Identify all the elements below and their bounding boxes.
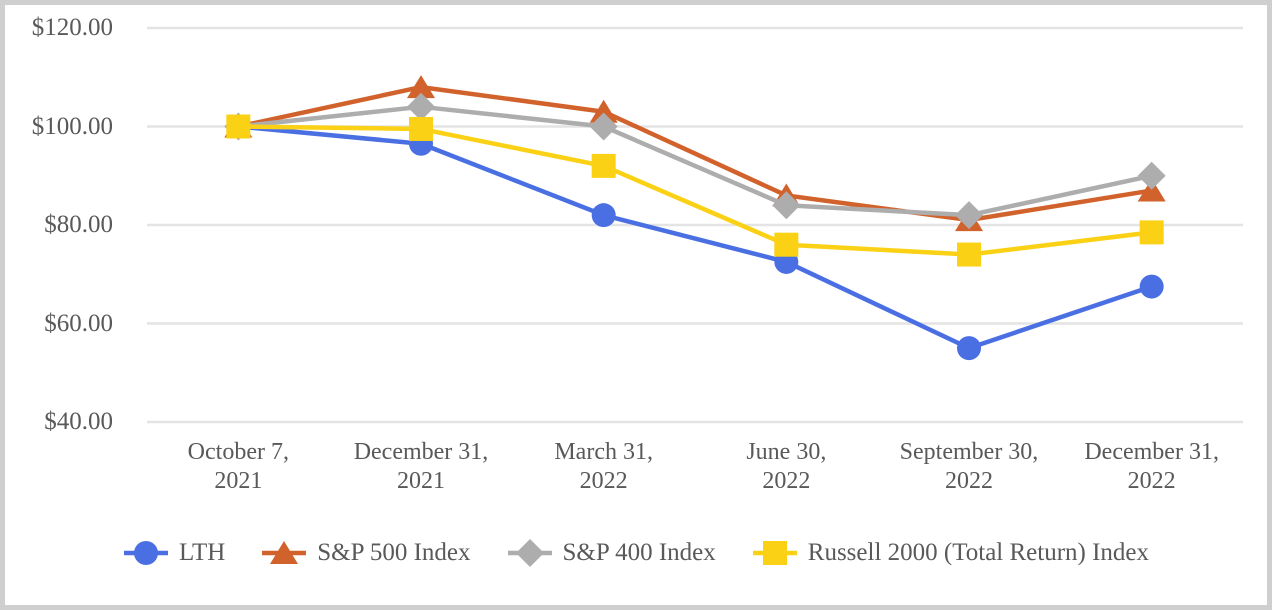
legend-diamond-icon <box>507 539 552 567</box>
legend-label-russell-2000-total-return-index: Russell 2000 (Total Return) Index <box>807 539 1150 566</box>
series-line-russell-2000-total-return-index <box>236 124 1154 257</box>
y-tick-label: $100.00 <box>31 112 113 140</box>
x-tick-label: December 31, 2021 <box>353 439 489 494</box>
series-lth <box>226 114 1164 361</box>
y-tick-label: $40.00 <box>44 408 113 435</box>
x-tick-label: September 30, 2022 <box>899 439 1039 494</box>
x-tick-label: December 31, 2022 <box>1084 439 1219 494</box>
legend-item-s-p-400-index: S&P 400 Index <box>507 537 716 569</box>
data-point-s-p-400-index <box>1137 161 1166 190</box>
series-russell-2000-total-return-index <box>226 114 1164 267</box>
legend-marker-s-p-400-index <box>515 539 544 567</box>
x-tick-label: June 30, 2022 <box>746 439 827 494</box>
series-s-p-400-index <box>224 92 1166 230</box>
data-point-s-p-400-index <box>589 112 618 141</box>
data-point-russell-2000-total-return-index <box>409 116 433 141</box>
legend-item-s-p-500-index: S&P 500 Index <box>261 537 471 569</box>
data-point-russell-2000-total-return-index <box>1139 220 1164 245</box>
data-point-s-p-400-index <box>955 201 983 230</box>
y-tick-label: $120.00 <box>31 14 113 41</box>
data-point-lth <box>957 336 981 361</box>
plot-area <box>147 26 1243 424</box>
legend-marker-s-p-500-index <box>270 541 299 564</box>
legend-triangle-icon <box>262 541 307 564</box>
data-point-s-p-400-index <box>407 92 435 121</box>
legend-marker-lth <box>133 541 158 565</box>
x-tick-label: March 31, 2022 <box>554 439 653 494</box>
series-line-lth <box>236 124 1154 351</box>
legend-label-s-p-500-index: S&P 500 Index <box>317 539 471 566</box>
legend-label-s-p-400-index: S&P 400 Index <box>562 539 716 566</box>
series-line-s-p-400-index <box>236 104 1154 218</box>
data-point-s-p-500-index <box>407 75 435 99</box>
data-point-s-p-400-index <box>772 191 801 220</box>
data-point-russell-2000-total-return-index <box>226 114 251 139</box>
legend-item-lth: LTH <box>123 537 225 569</box>
x-tick-label: October 7, 2021 <box>187 439 289 494</box>
legend: LTH S&P 500 Index S&P 400 Index Russell 200… <box>5 536 1267 570</box>
legend-label-lth: LTH <box>178 539 226 566</box>
data-point-s-p-500-index <box>589 99 618 123</box>
y-tick-label: $80.00 <box>44 211 113 238</box>
data-point-lth <box>1139 274 1164 299</box>
data-point-lth <box>591 203 616 228</box>
data-point-russell-2000-total-return-index <box>957 242 981 267</box>
data-point-s-p-500-index <box>1137 178 1166 202</box>
data-point-russell-2000-total-return-index <box>774 232 799 257</box>
legend-circle-icon <box>123 541 168 565</box>
legend-marker-russell-2000-total-return-index <box>762 541 787 565</box>
data-point-russell-2000-total-return-index <box>591 153 616 178</box>
series-line-s-p-500-index <box>236 84 1154 223</box>
legend-item-russell-2000-total-return-index: Russell 2000 (Total Return) Index <box>752 537 1149 569</box>
y-tick-label: $60.00 <box>44 309 113 337</box>
legend-square-icon <box>752 541 797 565</box>
